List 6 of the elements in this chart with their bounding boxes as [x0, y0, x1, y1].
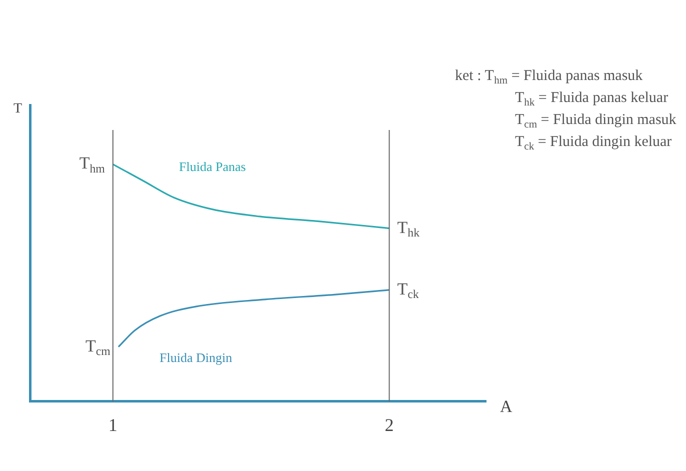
series-label: Fluida Panas — [179, 158, 246, 174]
x-tick-label: 1 — [108, 414, 118, 435]
y-axis-title: T — [13, 102, 22, 117]
x-axis-title: A — [500, 396, 513, 416]
x-tick-label: 2 — [384, 414, 394, 435]
text: Fluida Dingin — [160, 350, 233, 365]
